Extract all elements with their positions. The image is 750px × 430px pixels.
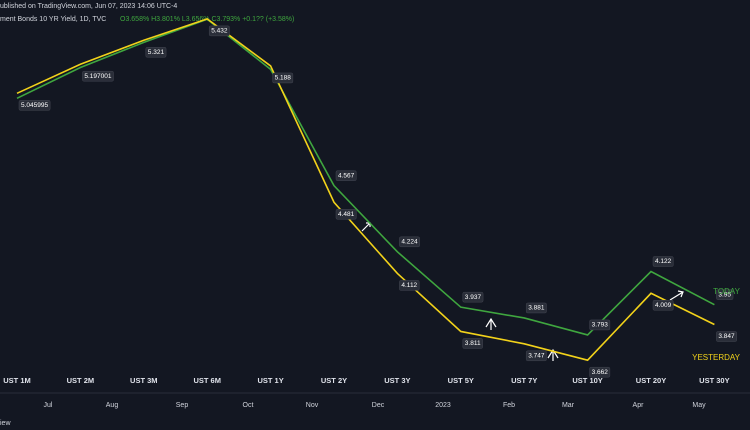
- value-label: 4.224: [399, 236, 420, 248]
- value-label: 5.321: [145, 47, 167, 58]
- value-label: 4.567: [335, 170, 357, 181]
- value-label-text: 5.197001: [84, 73, 111, 80]
- value-label-box: [525, 350, 547, 362]
- value-label: 4.481: [335, 209, 357, 220]
- value-label-box: [462, 291, 484, 303]
- time-label: Dec: [372, 402, 385, 409]
- value-label-text: 4.122: [655, 258, 672, 265]
- x-tick-label: UST 1M: [3, 376, 31, 385]
- value-label-box: [272, 72, 294, 84]
- legend-label: TODAY: [713, 287, 740, 296]
- x-tick-label: UST 7Y: [511, 376, 537, 385]
- value-label: 4.009: [652, 300, 674, 311]
- value-label: 4.122: [652, 256, 674, 267]
- x-tick-label: UST 3M: [130, 376, 158, 385]
- value-label-box: [335, 170, 357, 181]
- x-tick-label: UST 10Y: [572, 376, 602, 385]
- value-label-text: 4.481: [338, 211, 355, 218]
- value-label: 4.112: [399, 280, 420, 291]
- value-label: 5.045995: [18, 100, 51, 111]
- value-label-box: [589, 319, 611, 331]
- value-label-box: [462, 338, 483, 349]
- value-label-box: [399, 280, 420, 291]
- time-label: Jul: [44, 402, 53, 409]
- time-label: Feb: [503, 402, 515, 409]
- value-label-text: 3.95: [718, 291, 731, 298]
- value-label-box: [716, 289, 734, 300]
- arrows: [361, 222, 684, 361]
- value-label-box: [589, 366, 611, 378]
- x-tick-label: UST 20Y: [636, 376, 666, 385]
- x-tick-label: UST 30Y: [699, 376, 729, 385]
- value-label: 3.95: [716, 289, 734, 300]
- value-label-box: [145, 47, 167, 58]
- time-label: 2023: [435, 402, 451, 409]
- time-label: Aug: [106, 402, 119, 409]
- value-label-text: 3.662: [592, 369, 609, 376]
- value-label-text: 5.432: [211, 28, 228, 35]
- value-label: 3.881: [525, 302, 547, 314]
- value-label-box: [18, 100, 51, 111]
- value-label-text: 3.811: [465, 340, 481, 347]
- time-label: Mar: [562, 402, 575, 409]
- series-line: [16, 18, 715, 362]
- value-label-box: [652, 300, 674, 311]
- time-label: Oct: [243, 402, 254, 409]
- value-label-text: 3.847: [718, 333, 735, 340]
- value-label: 5.197001: [82, 70, 114, 82]
- value-label-box: [82, 70, 114, 82]
- value-label-text: 3.793: [592, 322, 609, 329]
- x-tick-label: UST 3Y: [384, 376, 410, 385]
- value-label-box: [399, 236, 420, 248]
- value-label-text: 5.321: [148, 49, 165, 56]
- value-label-text: 4.009: [655, 302, 672, 309]
- value-label: 3.662: [589, 366, 611, 378]
- value-label-text: 3.747: [528, 353, 545, 360]
- value-label: 5.432: [208, 25, 230, 37]
- x-tick-label: UST 2M: [67, 376, 95, 385]
- value-label-box: [335, 209, 357, 220]
- value-label-text: 4.224: [401, 239, 418, 246]
- symbol: ment Bonds 10 YR Yield, 1D, TVC: [0, 16, 106, 23]
- x-tick-label: UST 5Y: [448, 376, 474, 385]
- value-label: 3.747: [525, 350, 547, 362]
- x-tick-label: UST 1Y: [257, 376, 283, 385]
- value-label-text: 3.937: [465, 294, 482, 301]
- published-note: ublished on TradingView.com, Jun 07, 202…: [0, 3, 177, 10]
- value-label-text: 5.188: [275, 75, 292, 82]
- value-label: 3.811: [462, 338, 483, 349]
- x-tick-label: UST 2Y: [321, 376, 347, 385]
- value-label-box: [716, 331, 737, 342]
- legend-label: YESTERDAY: [692, 353, 741, 362]
- value-label-text: 3.881: [528, 305, 545, 312]
- value-label-text: 4.112: [401, 282, 417, 289]
- value-label-text: 5.045995: [21, 102, 48, 109]
- value-label: 5.188: [272, 72, 294, 84]
- value-label-box: [525, 302, 547, 314]
- value-label: 3.793: [589, 319, 611, 331]
- value-label-text: 4.567: [338, 172, 355, 179]
- time-label: May: [692, 402, 706, 409]
- time-label: Nov: [306, 402, 319, 409]
- x-tick-label: UST 6M: [193, 376, 221, 385]
- footer: iew: [0, 420, 11, 427]
- value-label-box: [208, 25, 230, 37]
- time-label: Sep: [176, 402, 189, 409]
- time-label: Apr: [633, 402, 645, 409]
- value-label: 3.847: [716, 331, 737, 342]
- value-label-box: [652, 256, 674, 267]
- value-label: 3.937: [462, 291, 484, 303]
